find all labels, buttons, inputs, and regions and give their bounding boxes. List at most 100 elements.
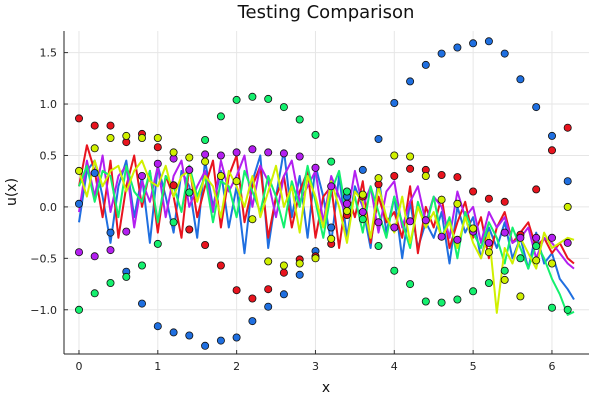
series-point-5 (500, 275, 509, 284)
series-point-4 (311, 130, 320, 139)
series-point-2 (232, 286, 241, 295)
series-point-3 (500, 228, 509, 237)
y-axis-label: u(x) (4, 178, 20, 206)
series-point-5 (469, 224, 478, 233)
series-point-1 (516, 75, 525, 84)
series-point-3 (548, 233, 557, 242)
series-point-2 (563, 123, 572, 132)
series-point-1 (75, 199, 84, 208)
series-point-3 (264, 148, 273, 157)
series-points (75, 37, 572, 350)
series-point-3 (185, 165, 194, 174)
series-line-4 (78, 164, 575, 316)
series-point-2 (264, 285, 273, 294)
series-point-4 (137, 261, 146, 270)
series-point-5 (169, 148, 178, 157)
series-point-1 (358, 165, 367, 174)
series-point-5 (548, 259, 557, 268)
series-point-1 (185, 331, 194, 340)
series-lines (78, 144, 575, 316)
series-point-3 (406, 217, 415, 226)
series-point-5 (311, 254, 320, 263)
series-point-5 (374, 174, 383, 183)
series-point-5 (248, 215, 257, 224)
series-point-5 (532, 256, 541, 265)
axes (63, 31, 589, 355)
series-point-3 (563, 238, 572, 247)
series-point-3 (516, 233, 525, 242)
series-point-1 (500, 49, 509, 58)
series-point-5 (122, 131, 131, 140)
series-point-4 (90, 289, 99, 298)
series-point-5 (421, 171, 430, 180)
series-point-3 (137, 171, 146, 180)
series-point-4 (437, 298, 446, 307)
series-point-3 (248, 145, 257, 154)
series-point-4 (122, 272, 131, 281)
x-tick-label: 4 (391, 360, 398, 373)
series-point-1 (201, 341, 210, 350)
series-point-1 (406, 77, 415, 86)
series-point-2 (453, 173, 462, 182)
series-point-4 (421, 297, 430, 306)
series-point-5 (90, 144, 99, 153)
series-point-5 (516, 292, 525, 301)
series-point-1 (469, 39, 478, 48)
series-point-4 (248, 92, 257, 101)
series-point-5 (406, 152, 415, 161)
series-point-5 (453, 199, 462, 208)
series-point-4 (484, 278, 493, 287)
series-point-2 (185, 225, 194, 234)
series-point-4 (453, 295, 462, 304)
series-point-5 (563, 202, 572, 211)
series-point-5 (484, 248, 493, 257)
series-point-5 (327, 234, 336, 243)
series-point-1 (264, 302, 273, 311)
series-point-3 (437, 232, 446, 241)
series-point-4 (406, 280, 415, 289)
series-point-3 (279, 149, 288, 158)
series-point-2 (532, 185, 541, 194)
series-point-3 (153, 159, 162, 168)
series-point-3 (311, 163, 320, 172)
series-point-5 (358, 190, 367, 199)
chart-title: Testing Comparison (237, 2, 415, 23)
series-point-4 (548, 303, 557, 312)
grid-lines (64, 31, 589, 354)
series-point-3 (216, 151, 225, 160)
series-point-3 (390, 223, 399, 232)
series-point-3 (122, 227, 131, 236)
series-point-5 (75, 166, 84, 175)
series-point-2 (390, 171, 399, 180)
y-tick-label: 1.0 (40, 98, 58, 111)
series-point-4 (264, 94, 273, 103)
series-point-1 (137, 299, 146, 308)
series-point-1 (216, 336, 225, 345)
x-tick-label: 6 (548, 360, 555, 373)
series-point-4 (279, 103, 288, 112)
series-point-1 (232, 333, 241, 342)
series-point-1 (153, 322, 162, 331)
series-point-4 (232, 95, 241, 104)
tick-labels: 0 1 2 3 4 5 6 −1.0 −0.5 0.0 0.5 1.0 1.5 (30, 47, 555, 373)
series-point-3 (106, 246, 115, 255)
series-point-1 (421, 60, 430, 69)
series-point-3 (484, 238, 493, 247)
series-point-1 (327, 223, 336, 232)
series-point-1 (453, 43, 462, 52)
series-point-2 (90, 121, 99, 130)
series-point-5 (216, 171, 225, 180)
series-point-2 (75, 114, 84, 123)
series-point-2 (437, 170, 446, 179)
series-point-1 (169, 328, 178, 337)
series-point-2 (216, 261, 225, 270)
series-point-4 (75, 305, 84, 314)
series-point-4 (216, 112, 225, 121)
series-point-4 (169, 218, 178, 227)
series-point-5 (232, 177, 241, 186)
series-point-4 (185, 188, 194, 197)
series-point-1 (532, 103, 541, 112)
series-point-3 (232, 148, 241, 157)
series-line-5 (78, 159, 575, 314)
series-point-1 (390, 99, 399, 108)
